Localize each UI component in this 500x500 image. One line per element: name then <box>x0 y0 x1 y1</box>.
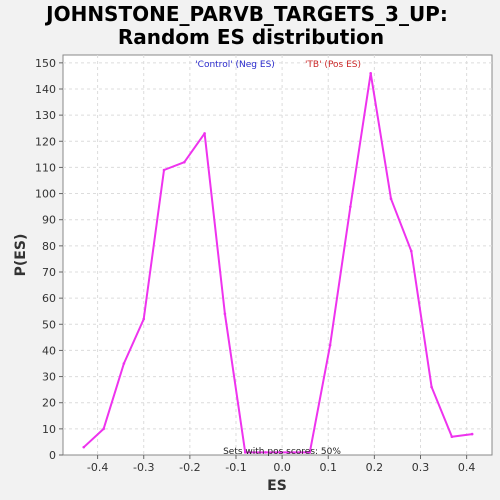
legend-tb-label: 'TB' (Pos ES) <box>305 60 361 70</box>
pos-scores-annotation: Sets with pos scores: 50% <box>223 447 341 457</box>
x-tick-label: -0.3 <box>133 461 154 474</box>
x-tick-label: 0.4 <box>458 461 476 474</box>
x-tick-label: -0.2 <box>179 461 200 474</box>
y-tick-label: 120 <box>35 135 56 148</box>
data-point <box>328 343 332 347</box>
y-tick-label: 130 <box>35 109 56 122</box>
data-point <box>369 72 372 75</box>
x-tick-label: -0.1 <box>225 461 246 474</box>
y-tick-label: 40 <box>42 344 56 357</box>
data-point <box>122 362 126 365</box>
x-axis-label: ES <box>267 478 287 494</box>
legend-control-label: 'Control' (Neg ES) <box>195 60 275 70</box>
y-tick-label: 0 <box>49 449 56 462</box>
data-point <box>162 168 166 172</box>
data-point <box>308 451 312 454</box>
plot-area <box>62 54 493 456</box>
data-point <box>450 435 454 438</box>
data-point <box>203 132 206 135</box>
data-point <box>243 451 247 454</box>
data-point <box>102 427 105 431</box>
data-point <box>82 445 86 449</box>
y-axis-label: P(ES) <box>13 234 29 277</box>
data-point <box>223 312 227 316</box>
y-tick-label: 90 <box>42 214 56 227</box>
y-tick-label: 20 <box>42 397 56 410</box>
y-tick-label: 140 <box>35 83 56 96</box>
data-point <box>470 432 474 436</box>
grid-layer <box>63 55 492 455</box>
chart-title-line1: JOHNSTONE_PARVB_TARGETS_3_UP: <box>44 2 448 26</box>
data-point <box>142 317 146 321</box>
data-point <box>183 160 186 164</box>
chart-title-line2: Random ES distribution <box>118 25 384 49</box>
data-point <box>409 249 413 253</box>
y-tick-label: 80 <box>42 240 56 253</box>
x-tick-label: 0.2 <box>366 461 384 474</box>
y-tick-label: 60 <box>42 292 56 305</box>
x-tick-label: 0.1 <box>319 461 337 474</box>
x-tick-label: -0.4 <box>87 461 108 474</box>
x-tick-label: 0.3 <box>412 461 430 474</box>
series-layer <box>82 72 474 454</box>
y-tick-label: 70 <box>42 266 56 279</box>
y-tick-label: 50 <box>42 318 56 331</box>
y-tick-label: 100 <box>35 188 56 201</box>
axis-layer: 0 10 20 30 40 50 60 70 80 90 100 110 120 130 140 150 -0.… <box>35 57 475 474</box>
x-tick-label: 0.0 <box>273 461 291 474</box>
y-tick-label: 30 <box>42 371 56 384</box>
data-point <box>264 451 267 454</box>
data-point <box>389 197 393 201</box>
y-tick-label: 150 <box>35 57 56 70</box>
y-tick-label: 110 <box>35 161 56 174</box>
data-point <box>349 205 352 208</box>
y-tick-label: 10 <box>42 423 56 436</box>
data-point <box>430 385 433 389</box>
